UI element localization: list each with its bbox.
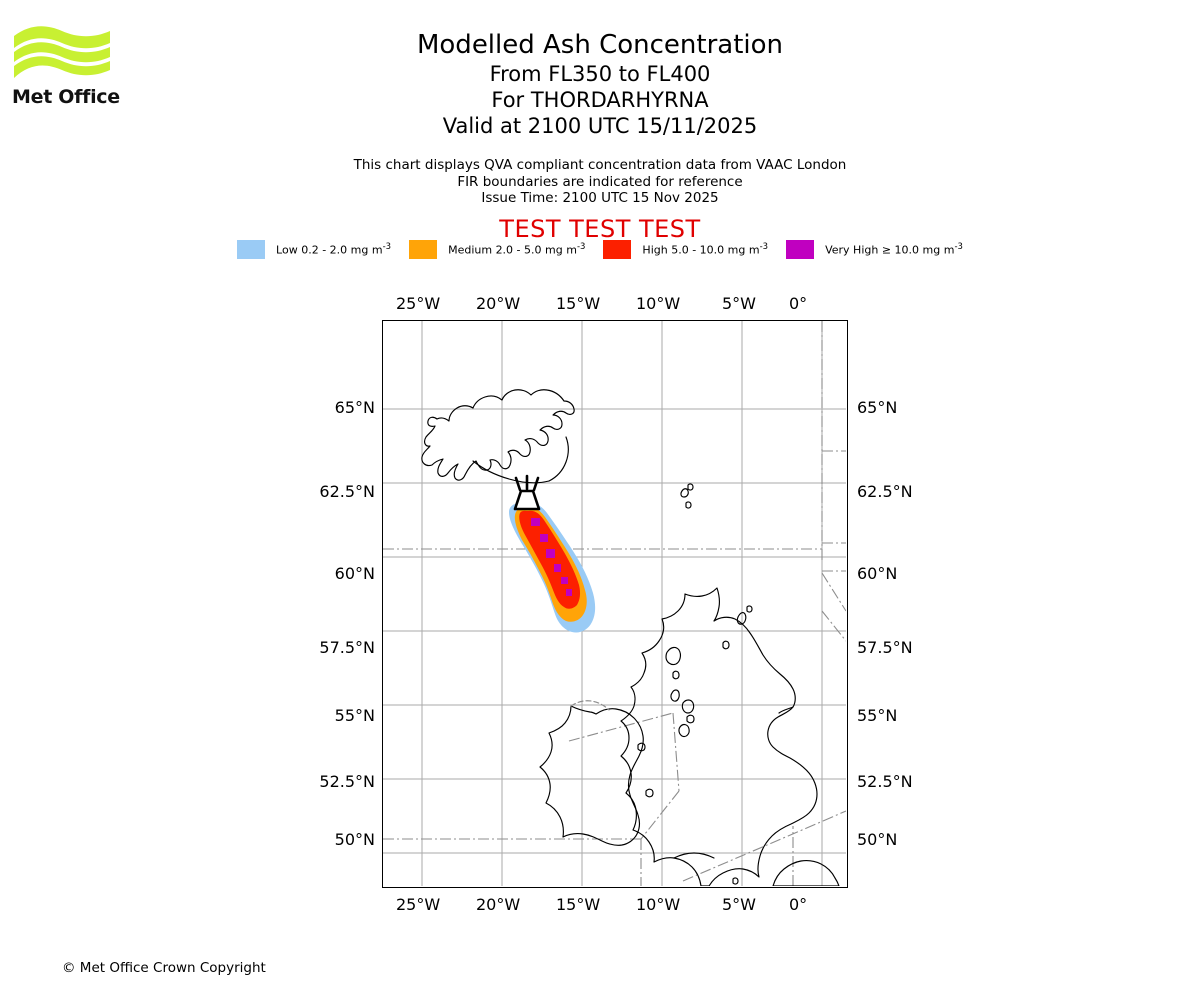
test-banner: TEST TEST TEST	[499, 215, 701, 243]
chart-title-block: Modelled Ash Concentration From FL350 to…	[0, 30, 1200, 139]
lat-tick-right-525n: 52.5°N	[857, 772, 913, 791]
bristol-channel	[673, 852, 715, 859]
lat-tick-left-525n: 52.5°N	[319, 772, 375, 791]
legend-swatch-very-high	[786, 240, 815, 259]
outer-hebrides	[665, 646, 681, 666]
channel-islands	[732, 877, 739, 885]
lat-tick-right-625n: 62.5°N	[857, 482, 913, 501]
legend-label-high: High 5.0 - 10.0 mg m-3	[642, 242, 769, 257]
outer-hebrides-2	[672, 670, 680, 680]
lon-tick-bottom-10w: 10°W	[636, 895, 681, 914]
lat-tick-right-60n: 60°N	[857, 564, 898, 583]
iceland-south-coast	[472, 460, 550, 484]
plume-contour-very-high	[531, 518, 572, 596]
legend-item-low: Low 0.2 - 2.0 mg m-3	[237, 240, 391, 259]
lon-tick-bottom-25w: 25°W	[396, 895, 441, 914]
map-plot-area	[382, 320, 848, 888]
shetland-isles	[736, 612, 747, 625]
flight-level-line: From FL350 to FL400	[489, 62, 711, 86]
the-wash	[778, 706, 794, 714]
fir-boundary-lines	[383, 321, 846, 886]
legend-label-low: Low 0.2 - 2.0 mg m-3	[276, 242, 392, 257]
lon-tick-bottom-15w: 15°W	[556, 895, 601, 914]
iceland-coastline	[421, 389, 575, 481]
france-coastline	[772, 860, 840, 886]
lat-tick-left-50n: 50°N	[334, 830, 375, 849]
page-title: Modelled Ash Concentration	[416, 30, 784, 60]
shetland-isles-2	[746, 605, 753, 613]
ash-plume	[509, 502, 596, 633]
coastlines	[421, 389, 840, 886]
orkney-isles	[722, 640, 730, 650]
qva-note: This chart displays QVA compliant concen…	[353, 157, 847, 173]
legend-label-very-high: Very High ≥ 10.0 mg m-3	[825, 242, 963, 257]
plume-contour-high	[519, 510, 581, 609]
lat-tick-left-55n: 55°N	[334, 706, 375, 725]
islay-jura	[678, 723, 690, 738]
isle-of-man	[637, 742, 646, 752]
great-britain-coastline	[620, 587, 818, 886]
lon-tick-top-25w: 25°W	[396, 294, 441, 313]
ireland-coastline	[539, 705, 644, 846]
lon-tick-top-20w: 20°W	[476, 294, 521, 313]
volcano-name-line: For THORDARHYRNA	[491, 88, 709, 112]
lon-tick-top-15w: 15°W	[556, 294, 601, 313]
anglesey	[645, 788, 654, 798]
lon-tick-top-10w: 10°W	[636, 294, 681, 313]
lat-tick-right-55n: 55°N	[857, 706, 898, 725]
mull	[686, 714, 695, 724]
legend-swatch-medium	[409, 240, 438, 259]
met-office-logo: Met Office	[12, 22, 162, 108]
met-office-wave-icon	[14, 26, 110, 78]
met-office-logo-text: Met Office	[12, 86, 120, 108]
lat-tick-right-65n: 65°N	[857, 398, 898, 417]
inner-hebrides	[670, 689, 680, 702]
northern-ireland-outline	[570, 700, 610, 711]
legend-swatch-high	[603, 240, 632, 259]
legend-item-high: High 5.0 - 10.0 mg m-3	[603, 240, 768, 259]
lat-tick-left-575n: 57.5°N	[319, 638, 375, 657]
map-canvas	[383, 321, 847, 887]
lat-tick-left-625n: 62.5°N	[319, 482, 375, 501]
concentration-legend: Low 0.2 - 2.0 mg m-3 Medium 2.0 - 5.0 mg…	[0, 240, 1200, 259]
isle-of-skye	[681, 699, 695, 714]
legend-label-medium: Medium 2.0 - 5.0 mg m-3	[448, 242, 586, 257]
lat-tick-left-60n: 60°N	[334, 564, 375, 583]
lat-tick-right-575n: 57.5°N	[857, 638, 913, 657]
faroe-islands-2	[687, 483, 694, 491]
lon-tick-bottom-5w: 5°W	[722, 895, 756, 914]
lon-tick-top-0: 0°	[789, 294, 808, 313]
lat-tick-right-50n: 50°N	[857, 830, 898, 849]
faroe-islands	[680, 488, 689, 498]
fir-note: FIR boundaries are indicated for referen…	[457, 173, 743, 190]
issue-time: Issue Time: 2100 UTC 15 Nov 2025	[481, 190, 719, 206]
valid-time-line: Valid at 2100 UTC 15/11/2025	[442, 114, 758, 138]
volcano-marker-icon	[513, 474, 541, 511]
map-svg	[383, 321, 846, 886]
iceland-east-coast	[548, 436, 569, 482]
lon-tick-top-5w: 5°W	[722, 294, 756, 313]
lon-tick-bottom-20w: 20°W	[476, 895, 521, 914]
legend-swatch-low	[237, 240, 266, 259]
subtitle-block: This chart displays QVA compliant concen…	[0, 157, 1200, 207]
faroe-islands-3	[685, 501, 692, 509]
lat-tick-left-65n: 65°N	[334, 398, 375, 417]
legend-item-medium: Medium 2.0 - 5.0 mg m-3	[409, 240, 585, 259]
legend-item-very-high: Very High ≥ 10.0 mg m-3	[786, 240, 963, 259]
lon-tick-bottom-0: 0°	[789, 895, 808, 914]
map-gridlines	[383, 321, 846, 886]
copyright-footer: © Met Office Crown Copyright	[62, 960, 266, 976]
